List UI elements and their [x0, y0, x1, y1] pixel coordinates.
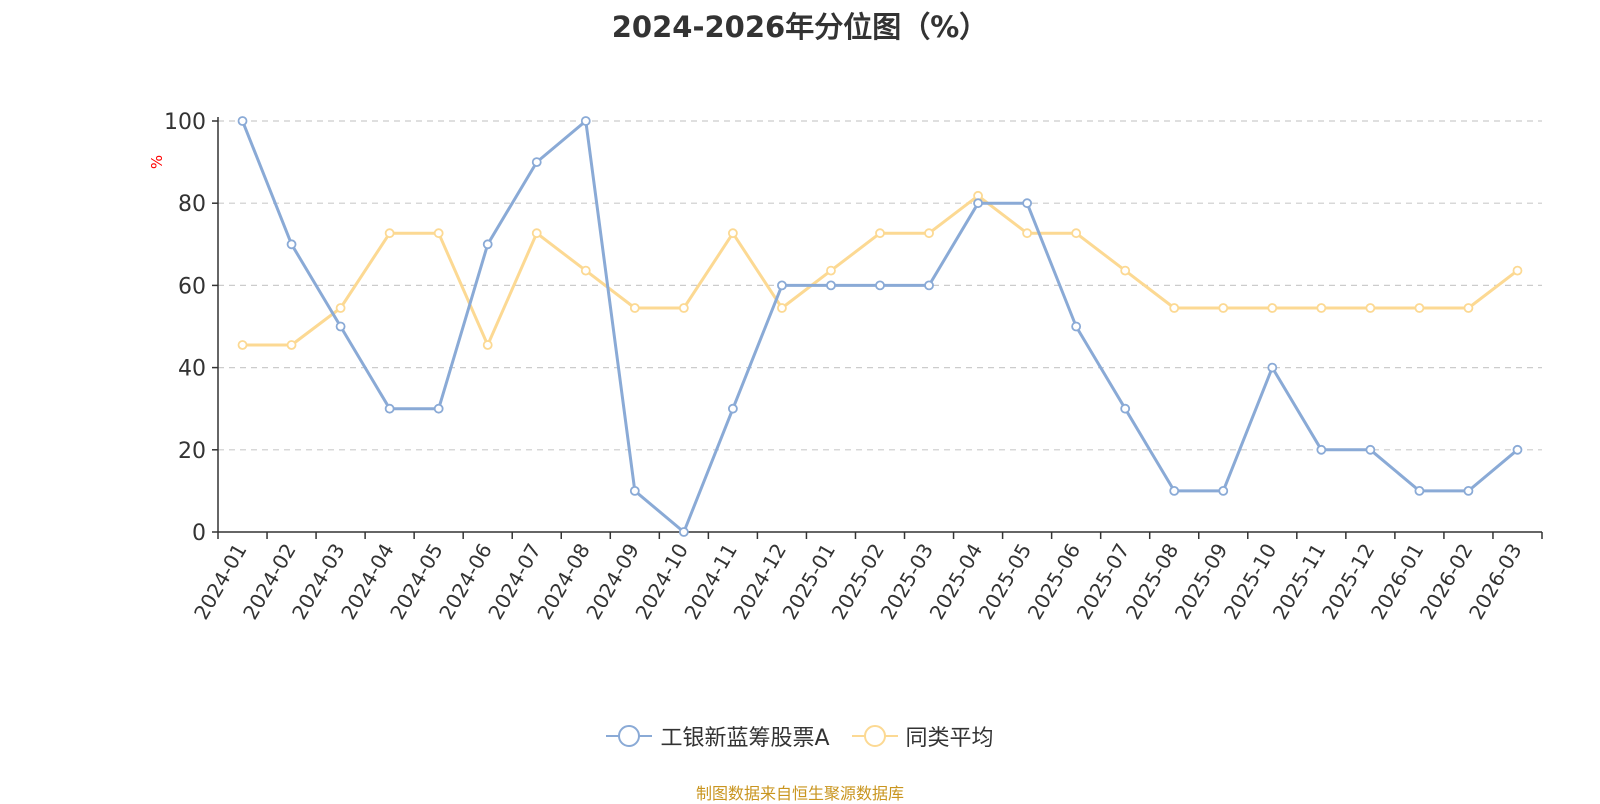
series-1-point — [1022, 198, 1033, 209]
legend-series-1-marker — [606, 725, 653, 747]
series-2-point — [531, 228, 542, 239]
y-tick-label: 20 — [178, 439, 206, 464]
y-tick-label: 100 — [164, 110, 206, 135]
series-2-point — [286, 340, 297, 350]
y-tick-label: 0 — [192, 521, 206, 546]
series-2-point — [1414, 303, 1425, 313]
series-1-point — [1463, 485, 1474, 496]
legend-series-2-marker — [851, 725, 898, 747]
series-1-point — [482, 239, 493, 250]
series-1-point — [237, 116, 248, 126]
series-2-point — [482, 340, 493, 350]
y-axis-label: % — [148, 155, 166, 169]
series-1-point — [384, 403, 395, 414]
source-note: 制图数据来自恒生聚源数据库 — [695, 784, 904, 803]
series-2-point — [1022, 228, 1033, 239]
legend: 工银新蓝筹股票A 同类平均 — [0, 720, 1600, 752]
series-1-point — [1512, 444, 1523, 455]
series-2-point — [1218, 303, 1229, 313]
series-1-point — [826, 280, 836, 291]
series-1-point — [777, 280, 787, 291]
series-2-point — [1120, 265, 1131, 276]
series-2-point — [1267, 303, 1278, 313]
legend-series-1-label: 工银新蓝筹股票A — [660, 726, 830, 751]
series-2-point — [1463, 303, 1474, 313]
series-2-point — [727, 228, 738, 239]
series-2-point — [580, 265, 591, 276]
legend-series-2-label: 同类平均 — [905, 726, 994, 751]
series-2-point — [1169, 303, 1180, 313]
series-2-point — [1512, 265, 1523, 276]
series-2-point — [237, 340, 248, 350]
series-1-point — [531, 157, 542, 168]
series-1-point — [1267, 362, 1278, 373]
series-1-point — [1316, 444, 1327, 455]
series-2-line — [242, 194, 1519, 347]
series-1-point — [1169, 485, 1180, 496]
series-1-point — [727, 403, 738, 414]
series-1-line — [241, 119, 1519, 534]
series-1-point — [335, 321, 346, 332]
series-2-point — [924, 228, 934, 239]
y-tick-label: 40 — [178, 357, 206, 382]
series-1-point — [1120, 403, 1131, 414]
y-tick-label: 60 — [178, 274, 206, 299]
legend-item-series-1[interactable]: 工银新蓝筹股票A — [606, 720, 830, 752]
series-1-point — [924, 280, 934, 291]
series-1-point — [1218, 485, 1229, 496]
series-2-point — [678, 303, 689, 313]
series-1-point — [1071, 321, 1082, 332]
y-tick-label: 80 — [178, 192, 206, 217]
series-2-point — [1316, 303, 1327, 313]
series-2-point — [826, 265, 836, 276]
series-1-point — [433, 403, 444, 414]
series-2-point — [777, 303, 787, 313]
series-2-point — [1071, 228, 1082, 239]
legend-item-series-2[interactable]: 同类平均 — [851, 720, 994, 752]
series-1-point — [875, 280, 885, 291]
series-1-point — [973, 198, 983, 209]
series-1-point — [1414, 485, 1425, 496]
series-1-point — [1365, 444, 1376, 455]
series-2-point — [433, 228, 444, 239]
series-2-point — [629, 303, 640, 313]
series-2-point — [1365, 303, 1376, 313]
series-2-point — [335, 303, 346, 313]
chart-title: 2024-2026年分位图（%） — [611, 10, 989, 44]
series-2-point — [875, 228, 885, 239]
series-1-point — [629, 485, 640, 496]
series-1-point — [678, 527, 689, 537]
series-2-point — [384, 228, 395, 239]
series-1-point — [286, 239, 297, 250]
series-1-point — [580, 116, 591, 126]
